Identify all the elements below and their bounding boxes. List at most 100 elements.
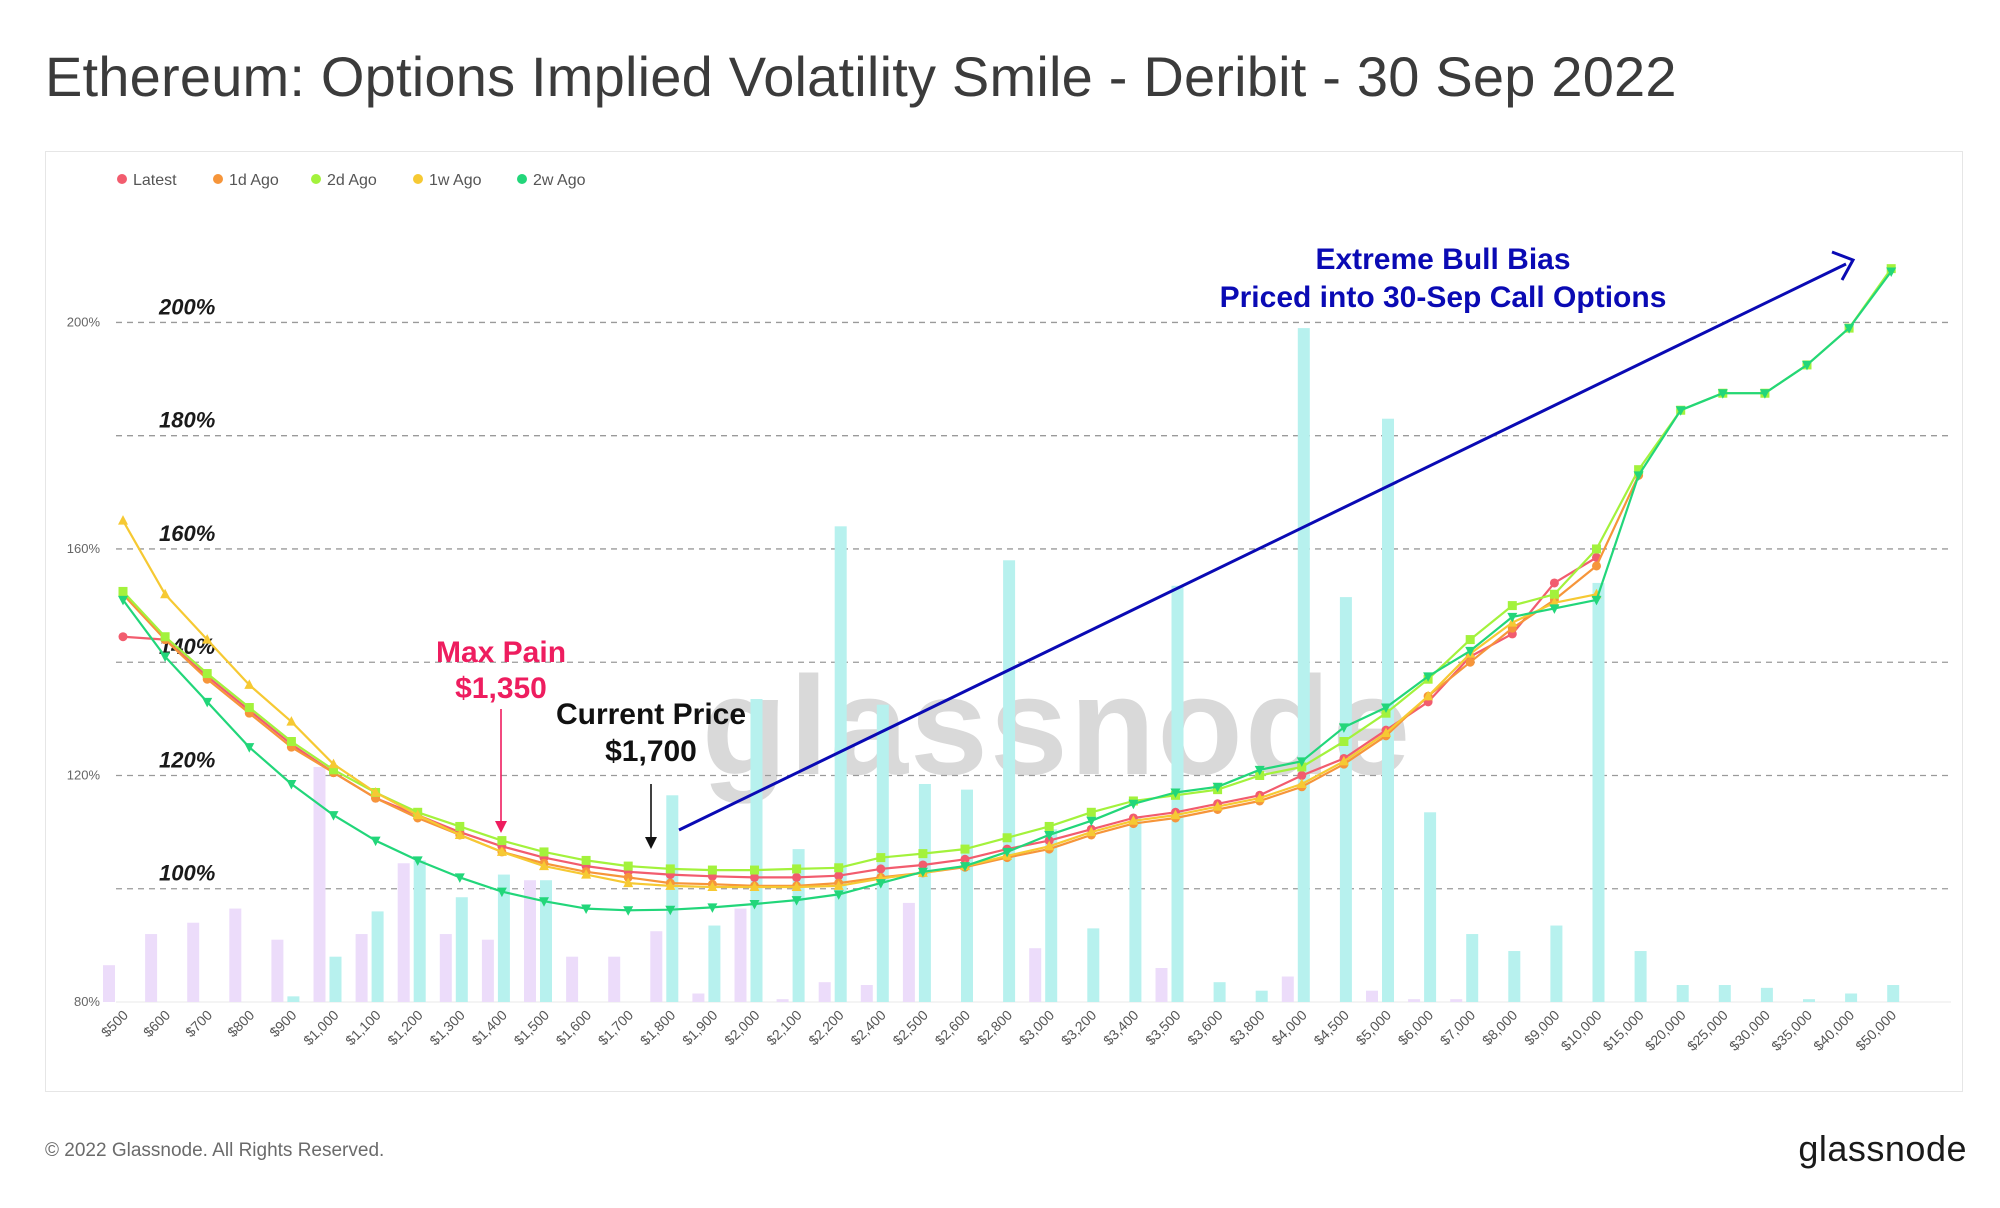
x-tick-label: $10,000 [1558, 1007, 1605, 1054]
legend-swatch-1d-ago [213, 174, 223, 184]
call-oi-bar [1466, 934, 1479, 1002]
x-tick-label: $8,000 [1479, 1007, 1521, 1049]
x-tick-label: $30,000 [1726, 1007, 1773, 1054]
call-oi-bar [371, 911, 384, 1002]
call-oi-bar [1087, 928, 1100, 1002]
series-point-2d-ago [1297, 762, 1307, 772]
series-point-2w-ago [1338, 723, 1349, 733]
chart-frame: glassnode 80% 120% 160% 200% 200% 180% 160% 140%… [45, 151, 1963, 1092]
series-point-2w-ago [496, 887, 507, 898]
series-point-2d-ago [1507, 601, 1517, 611]
guide-label-100: 100% [159, 861, 215, 886]
series-point-1w-ago [707, 881, 718, 892]
chart-svg: glassnode80%120%160%200%200%180%160%140%… [67, 172, 1951, 1054]
series-point-2w-ago [1212, 782, 1223, 793]
legend-label-2d-ago: 2d Ago [327, 172, 377, 189]
series-point-2d-ago [286, 737, 296, 747]
series-point-2w-ago [623, 906, 634, 916]
x-tick-label: $9,000 [1521, 1007, 1563, 1049]
x-tick-label: $2,200 [805, 1007, 847, 1049]
series-point-1w-ago [1128, 815, 1139, 825]
x-tick-label: $3,800 [1226, 1007, 1268, 1049]
call-oi-bar [1592, 582, 1605, 1002]
series-point-1w-ago [791, 881, 802, 892]
call-oi-bar [287, 996, 300, 1002]
put-oi-bar [355, 934, 368, 1002]
call-oi-bar [1297, 328, 1310, 1002]
call-oi-bar [1803, 999, 1815, 1002]
series-point-1d-ago [1592, 561, 1601, 571]
series-point-2d-ago [834, 863, 844, 873]
call-oi-bar [961, 789, 973, 1002]
series-point-2w-ago [960, 862, 970, 872]
x-tick-label: $3,400 [1100, 1007, 1142, 1049]
series-point-latest [1044, 836, 1054, 846]
call-oi-bar [834, 526, 847, 1002]
call-oi-bar [1845, 993, 1858, 1002]
x-tick-label: $40,000 [1810, 1007, 1857, 1054]
call-oi-bar [540, 880, 552, 1002]
put-oi-bar [902, 902, 915, 1002]
series-point-2w-ago [581, 904, 592, 915]
series-point-2d-ago [876, 853, 886, 863]
x-tick-label: $500 [98, 1007, 131, 1040]
put-oi-bar [1408, 999, 1421, 1002]
put-oi-bar [1155, 968, 1168, 1002]
x-tick-label: $20,000 [1642, 1007, 1689, 1054]
series-point-2d-ago [244, 703, 254, 713]
legend-label-2w-ago: 2w Ago [533, 172, 586, 189]
series-point-1w-ago [412, 809, 423, 820]
put-oi-bar [313, 766, 326, 1002]
put-oi-bar [229, 908, 242, 1002]
series-point-1w-ago [1044, 840, 1055, 851]
series-point-2w-ago [1423, 672, 1434, 682]
y-tick-label: 120% [67, 767, 101, 782]
call-oi-bar [1760, 987, 1773, 1002]
series-point-2w-ago [1675, 406, 1686, 416]
series-point-2w-ago [118, 595, 128, 606]
legend-label-1d-ago: 1d Ago [229, 172, 279, 189]
put-oi-bar [397, 863, 410, 1002]
x-tick-label: $1,300 [426, 1007, 468, 1049]
put-oi-bar [481, 939, 494, 1002]
max-pain-label: Max Pain [436, 636, 566, 669]
put-oi-bar [566, 956, 579, 1002]
x-tick-label: $50,000 [1852, 1007, 1899, 1054]
series-point-2w-ago [917, 867, 928, 878]
x-tick-label: $1,400 [468, 1007, 510, 1049]
series-point-1w-ago [1086, 826, 1097, 837]
series-point-2d-ago [329, 765, 338, 775]
series-point-1w-ago [286, 716, 297, 726]
call-oi-bar [1676, 985, 1689, 1002]
x-tick-label: $4,000 [1268, 1007, 1310, 1049]
watermark: glassnode [702, 647, 1412, 804]
series-point-1w-ago [623, 877, 634, 888]
series-point-2d-ago [623, 861, 633, 871]
x-tick-label: $25,000 [1684, 1007, 1731, 1054]
x-tick-label: $2,000 [721, 1007, 763, 1049]
x-tick-label: $4,500 [1310, 1007, 1352, 1049]
series-point-1w-ago [1296, 778, 1307, 788]
series-point-2w-ago [1507, 612, 1518, 623]
series-point-2w-ago [1465, 646, 1476, 657]
series-point-2w-ago [791, 896, 802, 906]
bull-bias-label: Extreme Bull Bias [1315, 243, 1570, 276]
series-point-2d-ago [1002, 833, 1012, 843]
series-point-2w-ago [454, 873, 465, 883]
series-point-1w-ago [496, 846, 507, 856]
put-oi-bar [439, 934, 452, 1002]
call-oi-bar [1255, 990, 1268, 1002]
call-oi-bar [1339, 597, 1352, 1002]
x-tick-label: $1,500 [511, 1007, 553, 1049]
current-price-value: $1,700 [605, 735, 697, 768]
x-tick-label: $2,400 [847, 1007, 889, 1049]
series-point-latest [918, 860, 928, 870]
series-point-1w-ago [454, 829, 465, 839]
series-point-2d-ago [792, 864, 802, 874]
x-tick-label: $2,100 [763, 1007, 805, 1049]
series-point-latest [118, 632, 128, 642]
series-point-2w-ago [1591, 595, 1602, 606]
y-tick-label: 80% [74, 994, 100, 1009]
series-point-2d-ago [1255, 770, 1265, 780]
series-point-2d-ago [581, 855, 591, 865]
